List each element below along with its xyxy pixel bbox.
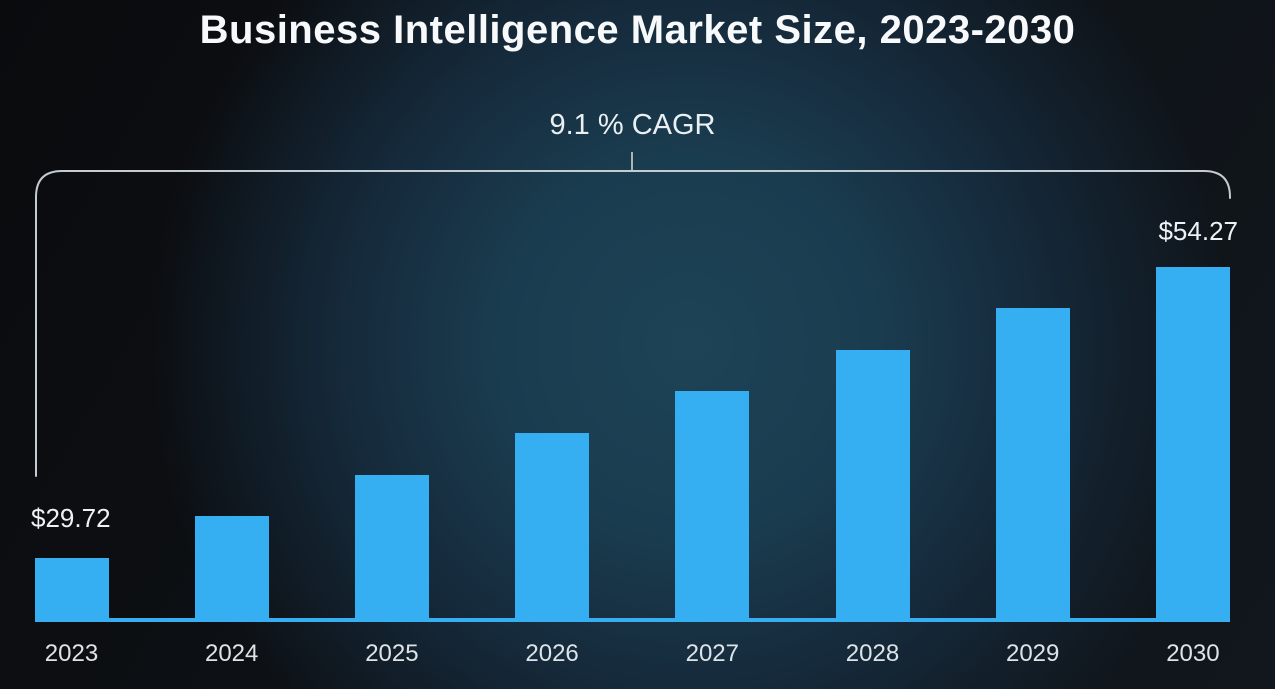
chart-title: Business Intelligence Market Size, 2023-… <box>199 8 1076 52</box>
cagr-annotation: 9.1 % CAGR <box>549 109 716 141</box>
bar-2026 <box>515 433 590 622</box>
bar-2025 <box>354 475 429 622</box>
bar-2028 <box>835 350 910 622</box>
x-axis-label-2023: 2023 <box>44 640 99 667</box>
x-axis-label-2027: 2027 <box>685 640 739 667</box>
value-label-2023: $29.72 <box>31 503 111 533</box>
cagr-tick-line <box>631 152 633 171</box>
x-axis-label-2030: 2030 <box>1166 640 1220 667</box>
x-axis-label-2026: 2026 <box>525 640 579 667</box>
value-label-2030: $54.27 <box>1158 216 1238 246</box>
x-axis-label-2028: 2028 <box>845 640 900 667</box>
x-axis-label-2029: 2029 <box>1005 640 1060 667</box>
bar-2024 <box>194 516 269 622</box>
bar-2030 <box>1155 267 1230 622</box>
x-axis-line <box>35 618 1228 622</box>
x-axis-label-2025: 2025 <box>365 640 419 667</box>
x-axis-label-2024: 2024 <box>204 640 259 667</box>
bar-2023 <box>34 558 109 622</box>
bar-2029 <box>995 308 1070 622</box>
bar-2027 <box>675 391 750 622</box>
